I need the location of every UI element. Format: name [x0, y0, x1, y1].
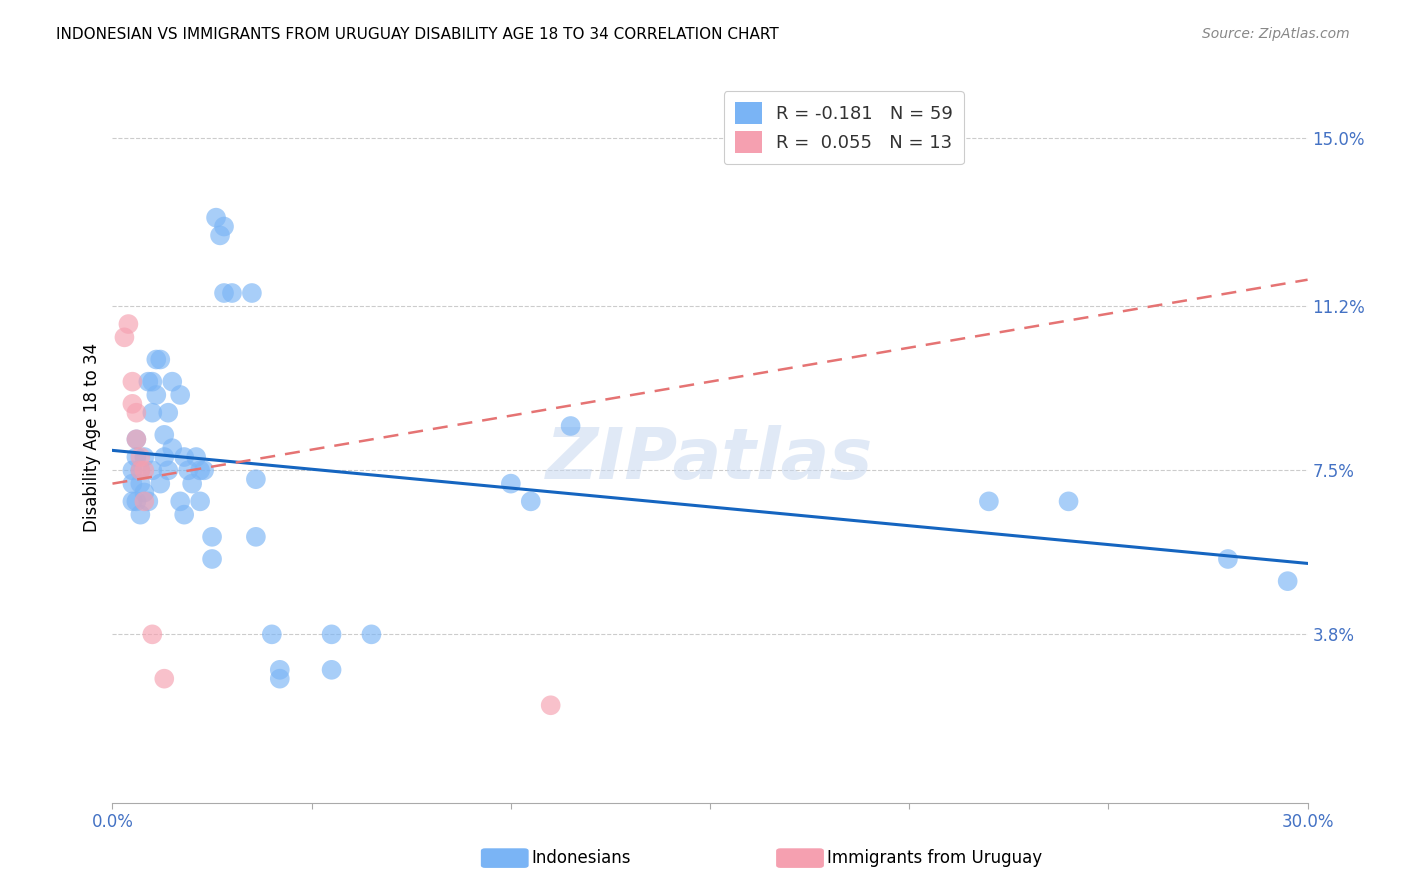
- Point: [125, 432, 148, 446]
- Point: [977, 494, 1000, 508]
- Point: [173, 508, 195, 522]
- Point: [134, 450, 156, 464]
- Point: [188, 494, 211, 508]
- Point: [121, 397, 143, 411]
- Point: [321, 627, 343, 641]
- Point: [125, 494, 148, 508]
- Point: [121, 476, 143, 491]
- Y-axis label: Disability Age 18 to 34: Disability Age 18 to 34: [83, 343, 101, 532]
- Point: [153, 450, 176, 464]
- Point: [149, 476, 172, 491]
- Point: [245, 530, 267, 544]
- Point: [129, 476, 152, 491]
- Point: [221, 285, 243, 300]
- Point: [201, 552, 224, 566]
- Point: [141, 463, 163, 477]
- Point: [162, 375, 183, 389]
- Point: [134, 463, 156, 477]
- Point: [121, 463, 143, 477]
- Point: [205, 211, 228, 225]
- Point: [169, 388, 191, 402]
- Point: [141, 627, 163, 641]
- Point: [177, 463, 200, 477]
- Point: [125, 450, 148, 464]
- Point: [138, 375, 160, 389]
- Point: [212, 285, 235, 300]
- Point: [153, 428, 176, 442]
- Point: [125, 432, 148, 446]
- Text: INDONESIAN VS IMMIGRANTS FROM URUGUAY DISABILITY AGE 18 TO 34 CORRELATION CHART: INDONESIAN VS IMMIGRANTS FROM URUGUAY DI…: [56, 27, 779, 42]
- Point: [360, 627, 382, 641]
- Point: [193, 463, 215, 477]
- Point: [149, 352, 172, 367]
- Point: [141, 375, 163, 389]
- Point: [157, 463, 180, 477]
- Point: [129, 508, 152, 522]
- Point: [201, 530, 224, 544]
- Point: [121, 375, 143, 389]
- Point: [240, 285, 263, 300]
- Point: [114, 330, 135, 344]
- Point: [134, 494, 156, 508]
- Point: [129, 450, 152, 464]
- Point: [157, 406, 180, 420]
- Point: [145, 388, 167, 402]
- Point: [121, 494, 143, 508]
- Point: [321, 663, 343, 677]
- Point: [134, 485, 156, 500]
- Point: [129, 463, 152, 477]
- Text: Indonesians: Indonesians: [531, 849, 631, 867]
- Point: [212, 219, 235, 234]
- Point: [260, 627, 283, 641]
- Point: [188, 463, 211, 477]
- Text: Immigrants from Uruguay: Immigrants from Uruguay: [827, 849, 1042, 867]
- Point: [520, 494, 543, 508]
- Point: [1057, 494, 1080, 508]
- Legend: R = -0.181   N = 59, R =  0.055   N = 13: R = -0.181 N = 59, R = 0.055 N = 13: [724, 91, 965, 164]
- Point: [540, 698, 562, 713]
- Point: [245, 472, 267, 486]
- Point: [141, 406, 163, 420]
- Point: [117, 317, 139, 331]
- Point: [269, 672, 291, 686]
- Text: Source: ZipAtlas.com: Source: ZipAtlas.com: [1202, 27, 1350, 41]
- Text: ZIPatlas: ZIPatlas: [547, 425, 873, 493]
- Point: [173, 450, 195, 464]
- Point: [209, 228, 232, 243]
- Point: [499, 476, 522, 491]
- Point: [153, 672, 176, 686]
- Point: [125, 406, 148, 420]
- Point: [560, 419, 582, 434]
- Point: [269, 663, 291, 677]
- Point: [138, 494, 160, 508]
- Point: [169, 494, 191, 508]
- Point: [129, 463, 152, 477]
- Point: [145, 352, 167, 367]
- Point: [162, 441, 183, 455]
- Point: [1277, 574, 1299, 589]
- Point: [186, 450, 208, 464]
- Point: [1216, 552, 1239, 566]
- Point: [181, 476, 204, 491]
